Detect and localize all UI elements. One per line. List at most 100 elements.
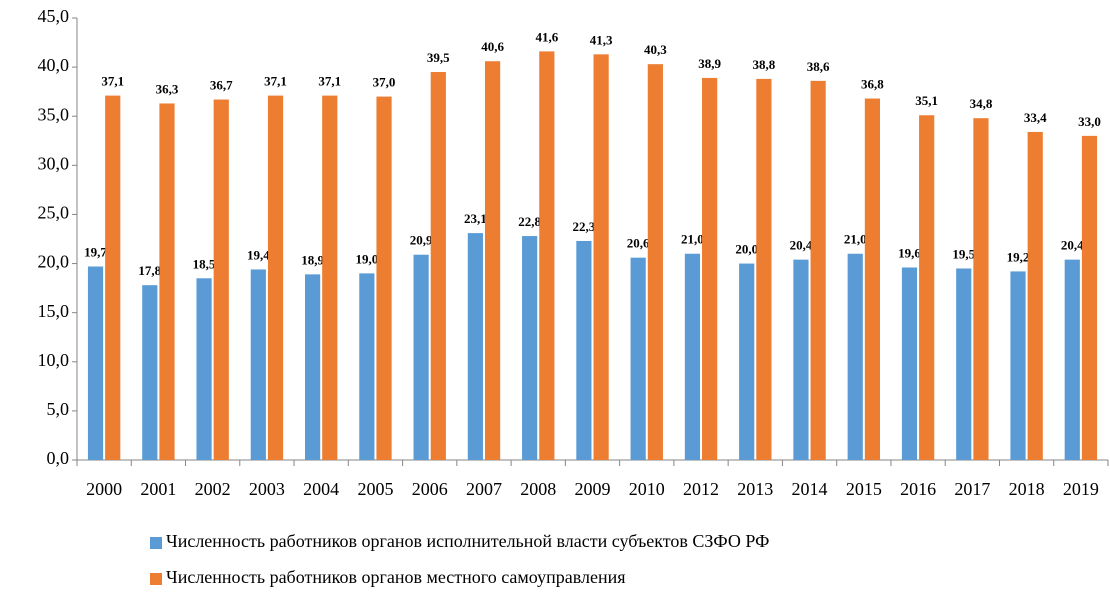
y-tick-label: 5,0 — [47, 399, 70, 419]
y-tick-label: 10,0 — [38, 350, 70, 370]
y-tick-label: 25,0 — [38, 203, 70, 223]
x-tick-label: 2017 — [954, 479, 990, 499]
value-label: 35,1 — [915, 93, 938, 108]
value-label: 33,0 — [1078, 114, 1101, 129]
bar — [956, 268, 972, 460]
value-label: 20,4 — [790, 238, 813, 253]
bar — [702, 77, 718, 460]
value-label: 23,1 — [464, 211, 487, 226]
value-label: 41,3 — [590, 32, 613, 47]
y-tick-label: 30,0 — [38, 153, 70, 173]
bar — [213, 99, 229, 460]
bar — [1064, 259, 1080, 460]
bar — [267, 95, 284, 461]
value-label: 41,6 — [535, 29, 558, 44]
value-label: 20,0 — [735, 242, 758, 257]
value-label: 36,7 — [210, 78, 233, 93]
y-tick-label: 35,0 — [38, 104, 70, 124]
y-tick-label: 45,0 — [38, 6, 70, 26]
value-label: 37,1 — [318, 74, 341, 89]
value-label: 19,7 — [84, 244, 107, 259]
x-tick-label: 2008 — [520, 479, 556, 499]
bar — [484, 61, 501, 461]
bar — [1081, 135, 1098, 460]
x-tick-label: 2016 — [900, 479, 936, 499]
x-tick-label: 2005 — [357, 479, 393, 499]
y-tick-label: 20,0 — [38, 252, 70, 272]
x-tick-label: 2000 — [86, 479, 122, 499]
bar — [159, 103, 175, 460]
bar — [376, 96, 392, 461]
value-label: 19,5 — [952, 246, 975, 261]
value-label: 38,9 — [698, 56, 721, 71]
y-tick-label: 0,0 — [47, 448, 70, 468]
bar — [304, 274, 321, 460]
value-label: 22,3 — [573, 219, 596, 234]
x-tick-label: 2006 — [412, 479, 448, 499]
bar — [522, 236, 538, 460]
x-tick-label: 2019 — [1063, 479, 1099, 499]
bar — [105, 95, 121, 461]
bar — [87, 266, 104, 460]
value-label: 36,8 — [861, 77, 884, 92]
x-tick-label: 2015 — [846, 479, 882, 499]
value-label: 21,0 — [844, 232, 867, 247]
bar — [684, 253, 701, 460]
x-tick-label: 2007 — [466, 479, 502, 499]
legend-label: Численность работников органов исполните… — [166, 531, 769, 551]
bar — [793, 259, 809, 460]
bar — [413, 254, 429, 460]
value-label: 36,3 — [156, 81, 179, 96]
value-label: 22,8 — [518, 214, 541, 229]
value-label: 37,0 — [373, 75, 396, 90]
x-tick-label: 2012 — [683, 479, 719, 499]
value-label: 18,5 — [193, 256, 216, 271]
bar — [847, 253, 863, 460]
value-label: 40,3 — [644, 42, 667, 57]
value-label: 20,4 — [1061, 238, 1084, 253]
x-tick-label: 2010 — [629, 479, 665, 499]
value-label: 21,0 — [681, 232, 704, 247]
bar — [322, 95, 338, 461]
legend-swatch — [150, 573, 162, 585]
value-label: 19,6 — [898, 245, 921, 260]
y-tick-label: 15,0 — [38, 301, 70, 321]
value-label: 38,8 — [753, 57, 776, 72]
value-label: 20,9 — [410, 233, 433, 248]
value-label: 39,5 — [427, 50, 450, 65]
bar — [430, 72, 446, 461]
bar — [756, 78, 772, 461]
value-label: 34,8 — [970, 96, 993, 111]
legend-label: Численность работников органов местного … — [166, 567, 626, 587]
value-label: 18,9 — [301, 252, 324, 267]
bar — [647, 64, 663, 461]
x-tick-label: 2018 — [1009, 479, 1045, 499]
bar — [901, 267, 918, 460]
value-label: 37,1 — [101, 74, 124, 89]
bar — [1027, 131, 1043, 460]
x-tick-label: 2002 — [195, 479, 231, 499]
value-label: 19,4 — [247, 247, 270, 262]
value-label: 37,1 — [264, 74, 287, 89]
value-label: 17,8 — [138, 263, 161, 278]
bar — [630, 257, 646, 460]
bar — [539, 51, 555, 460]
x-tick-label: 2003 — [249, 479, 285, 499]
bar — [919, 115, 935, 461]
value-label: 19,2 — [1007, 249, 1030, 264]
bar — [1010, 271, 1026, 460]
bar — [739, 263, 755, 460]
value-label: 19,0 — [355, 251, 378, 266]
bar — [196, 278, 212, 460]
bar — [142, 285, 158, 460]
bar — [359, 273, 375, 460]
value-label: 38,6 — [807, 59, 830, 74]
value-label: 40,6 — [481, 39, 504, 54]
legend-swatch — [150, 537, 162, 549]
bar — [864, 98, 881, 460]
x-tick-label: 2013 — [737, 479, 773, 499]
x-tick-label: 2014 — [792, 479, 828, 499]
bar — [250, 269, 266, 460]
bar — [810, 80, 826, 461]
